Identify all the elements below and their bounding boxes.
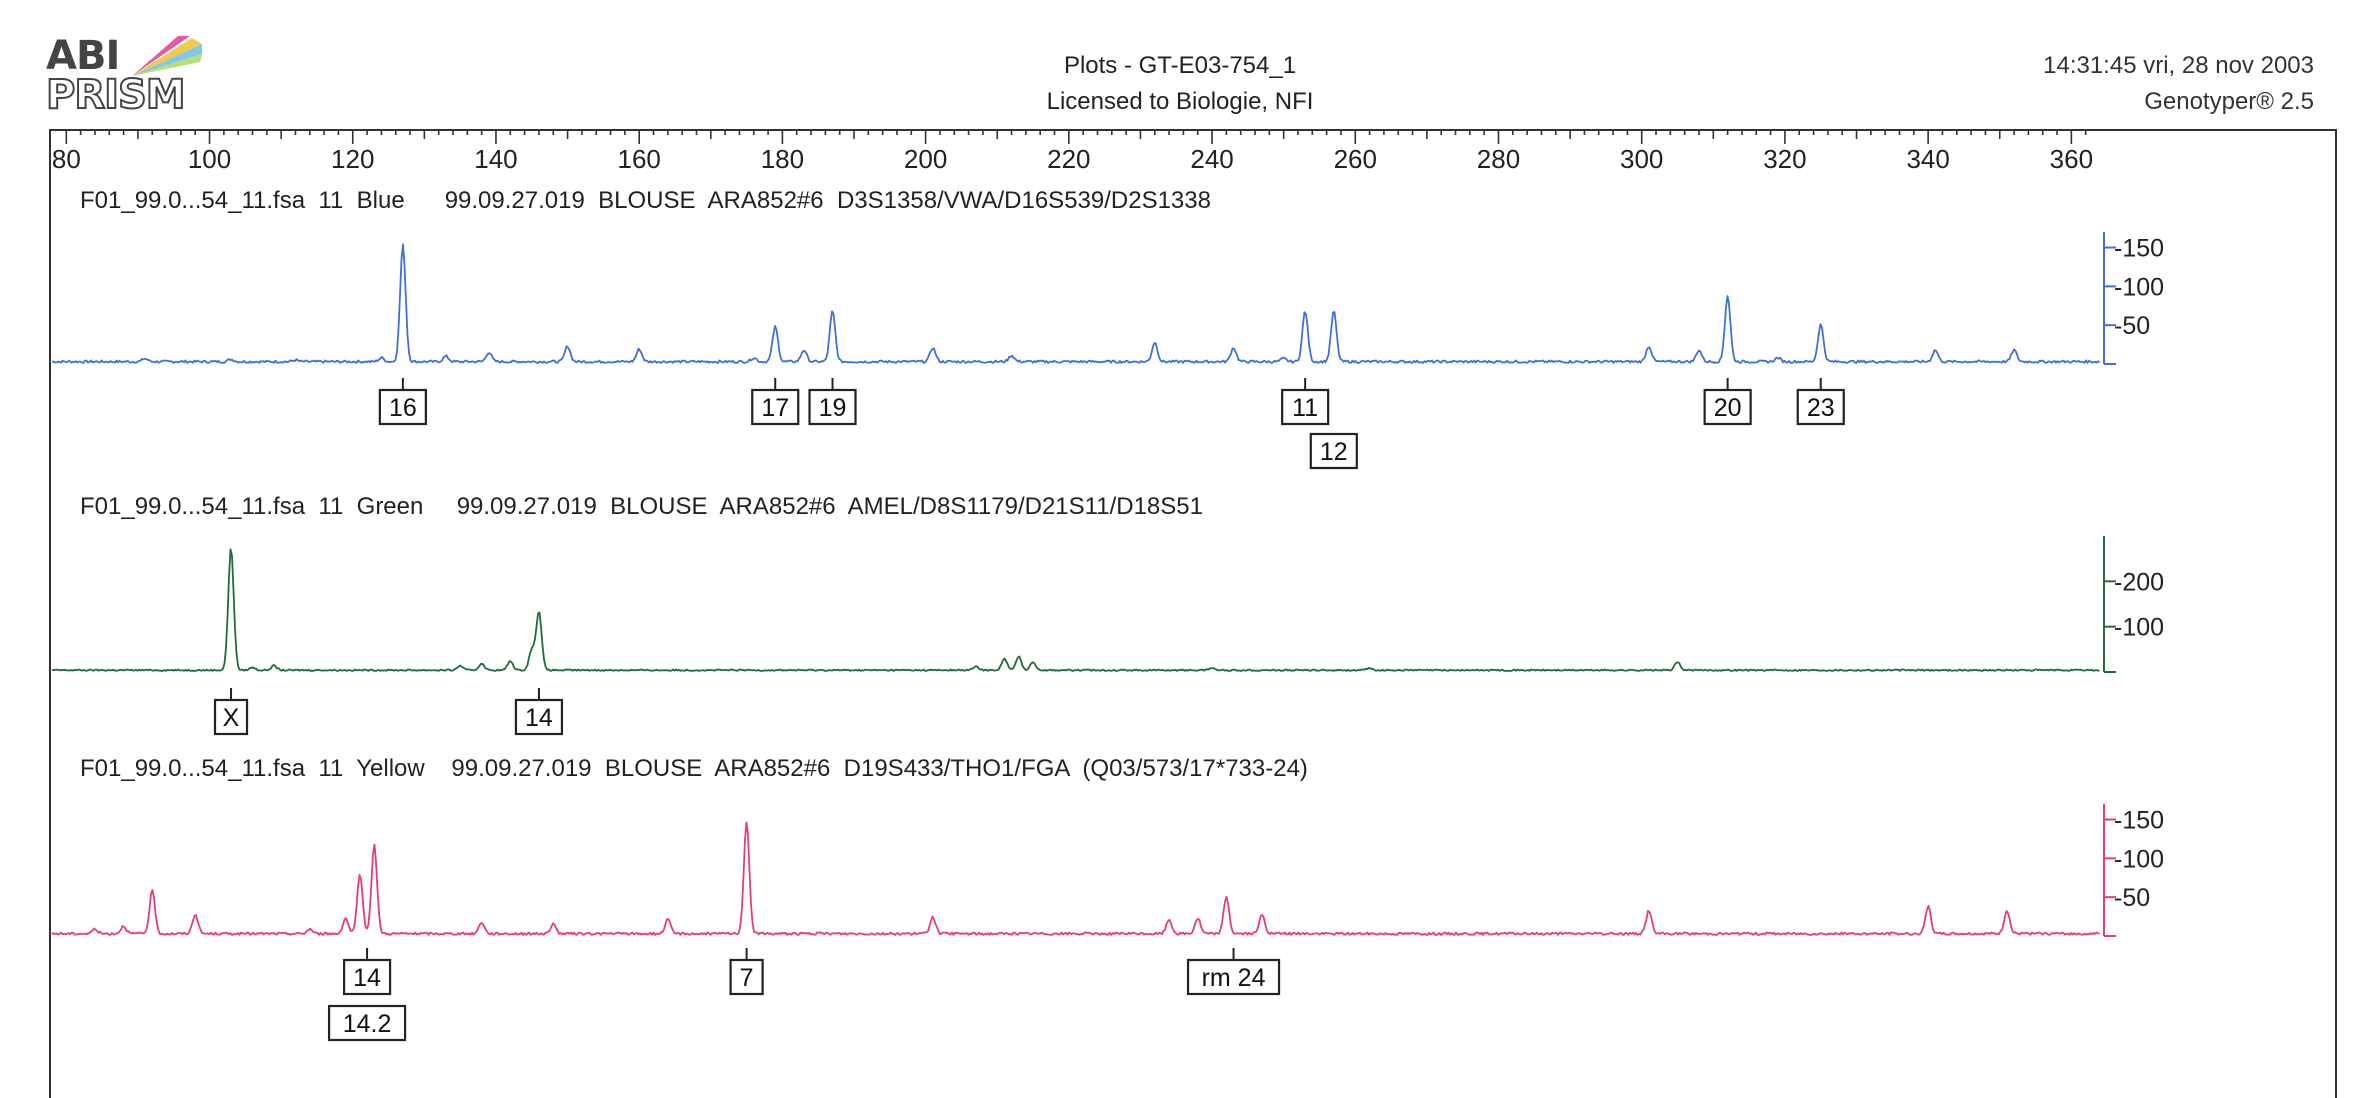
y-tick-label: -150: [2114, 235, 2164, 263]
trace-green: [51, 548, 2100, 672]
allele-label: 23: [1796, 378, 1845, 426]
allele-label: 19: [808, 378, 857, 426]
allele-label-box: [1309, 432, 1358, 470]
allele-label: 12: [1309, 432, 1358, 470]
x-tick-label: 200: [904, 144, 947, 174]
allele-label-text: 20: [1714, 394, 1742, 422]
title-block: Plots - GT-E03-754_1 Licensed to Biologi…: [900, 48, 1460, 120]
timestamp: 14:31:45 vri, 28 nov 2003: [2043, 52, 2314, 79]
panel-yellow: F01_99.0...54_11.fsa 11 Yellow 99.09.27.…: [51, 755, 2164, 1042]
allele-label-box: [1281, 388, 1330, 426]
plot-title: Plots - GT-E03-754_1: [1063, 52, 1297, 79]
allele-label: 16: [378, 378, 427, 426]
y-tick-label: -50: [2114, 312, 2150, 340]
allele-label-text: rm 24: [1202, 964, 1266, 992]
x-tick-label: 140: [474, 144, 517, 174]
x-tick-label: 260: [1334, 144, 1377, 174]
info-block: 14:31:45 vri, 28 nov 2003 Genotyper® 2.5: [2043, 48, 2314, 120]
allele-label: rm 24: [1186, 948, 1281, 996]
x-tick-label: 80: [52, 144, 81, 174]
allele-label-text: 14.2: [343, 1010, 392, 1038]
allele-label-text: X: [223, 704, 240, 732]
allele-label-box: [327, 1004, 407, 1042]
logo-text-abi: ABI: [46, 33, 120, 79]
panel-green: F01_99.0...54_11.fsa 11 Green 99.09.27.0…: [51, 493, 2164, 736]
plot-frame: [49, 129, 2337, 1098]
y-tick-label: -100: [2114, 614, 2164, 642]
allele-label-box: [342, 958, 392, 996]
y-tick-label: -50: [2114, 884, 2150, 912]
abi-prism-logo: ABI PRISM: [45, 33, 206, 120]
x-tick-label: 180: [761, 144, 804, 174]
allele-label-box: [514, 698, 564, 736]
x-tick-label: 120: [331, 144, 374, 174]
y-tick-label: -200: [2114, 568, 2164, 596]
allele-label-box: [1186, 958, 1281, 996]
prism-rays-icon: [132, 36, 202, 76]
trace-yellow: [51, 821, 2100, 936]
x-tick-label: 320: [1763, 144, 1806, 174]
panel-blue: F01_99.0...54_11.fsa 11 Blue 99.09.27.01…: [51, 187, 2164, 470]
x-tick-label: 280: [1477, 144, 1520, 174]
panel-label-yellow: F01_99.0...54_11.fsa 11 Yellow 99.09.27.…: [80, 755, 1308, 782]
x-tick-label: 220: [1047, 144, 1090, 174]
y-tick-label: -100: [2114, 273, 2164, 301]
allele-label-box: [1796, 388, 1845, 426]
allele-label-text: 11: [1292, 394, 1318, 422]
allele-label-text: 14: [525, 704, 553, 732]
x-tick-label: 100: [188, 144, 231, 174]
trace-blue: [51, 243, 2100, 364]
allele-label-text: 17: [761, 394, 789, 422]
allele-label-box: [808, 388, 857, 426]
allele-label-box: [213, 698, 249, 736]
allele-label-box: [751, 388, 800, 426]
allele-label: 14: [514, 688, 564, 736]
allele-label: 14: [342, 948, 392, 996]
x-tick-label: 160: [617, 144, 660, 174]
y-tick-label: -100: [2114, 845, 2164, 873]
x-tick-label: 360: [2050, 144, 2093, 174]
allele-label-text: 19: [819, 394, 847, 422]
allele-label-text: 14: [353, 964, 381, 992]
allele-label-text: 12: [1320, 438, 1348, 466]
allele-label-box: [729, 958, 764, 996]
allele-label: 11: [1281, 378, 1330, 426]
allele-label-text: 23: [1807, 394, 1835, 422]
allele-label-box: [378, 388, 427, 426]
allele-label: 20: [1703, 378, 1752, 426]
software-version: Genotyper® 2.5: [2144, 88, 2314, 115]
x-axis: 80 100 120 140 160 180 200 220 240 260 280 300 320 34…: [52, 130, 2093, 174]
allele-label-box: [1703, 388, 1752, 426]
y-tick-label: -150: [2114, 807, 2164, 835]
allele-label-text: 16: [389, 394, 417, 422]
allele-label: 14.2: [327, 1004, 407, 1042]
license-text: Licensed to Biologie, NFI: [1046, 88, 1314, 115]
panel-label-blue: F01_99.0...54_11.fsa 11 Blue 99.09.27.01…: [80, 187, 1211, 214]
allele-label-text: 7: [740, 964, 754, 992]
allele-label: 17: [751, 378, 800, 426]
x-tick-label: 300: [1620, 144, 1663, 174]
x-tick-label: 240: [1190, 144, 1233, 174]
allele-label: X: [213, 688, 249, 736]
x-tick-label: 340: [1906, 144, 1949, 174]
allele-label: 7: [729, 948, 764, 996]
panel-label-green: F01_99.0...54_11.fsa 11 Green 99.09.27.0…: [80, 493, 1203, 520]
logo-text-prism: PRISM: [45, 72, 187, 118]
